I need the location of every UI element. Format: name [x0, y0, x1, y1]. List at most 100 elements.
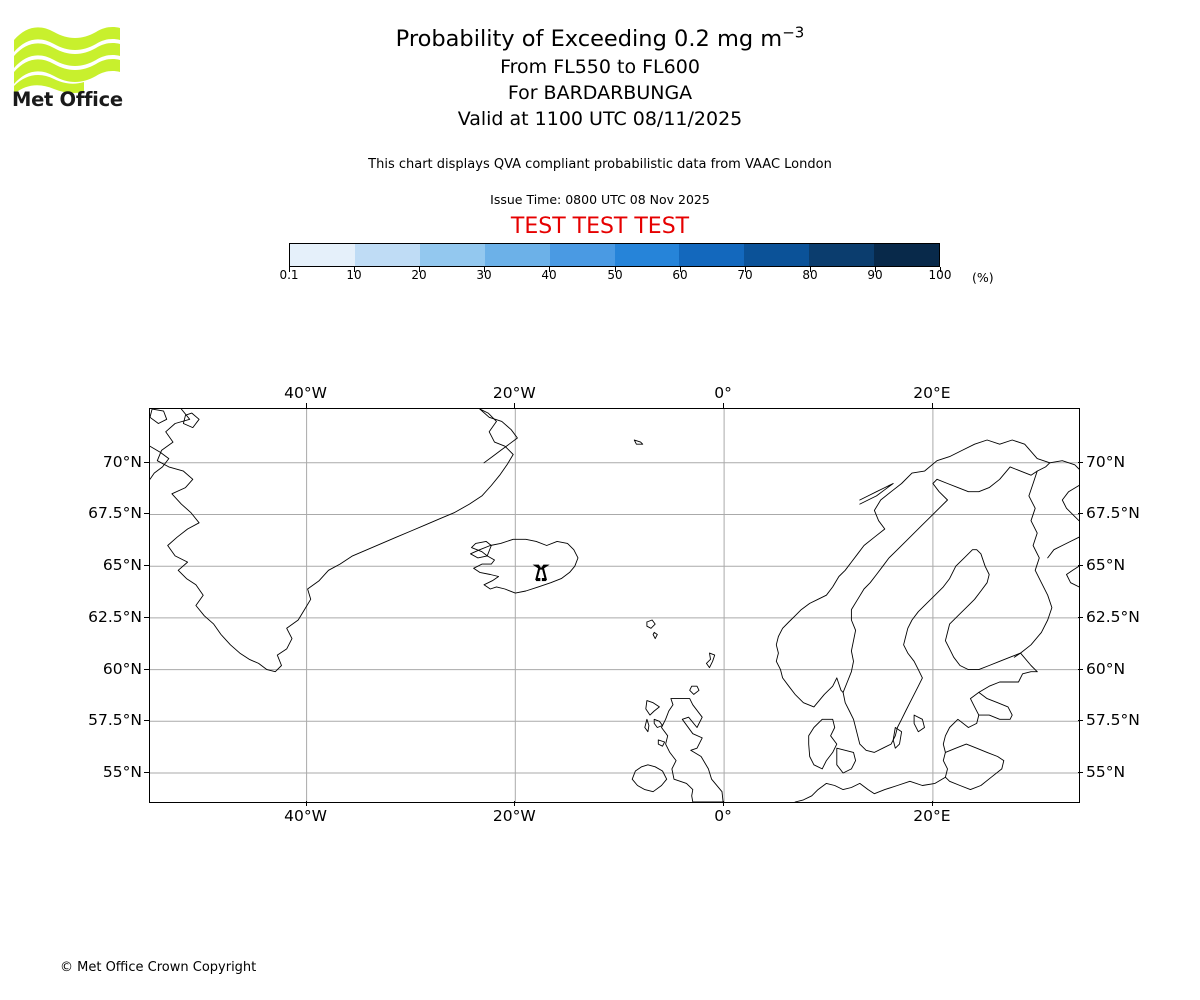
- coastline-skye: [653, 718, 663, 728]
- chart-note: This chart displays QVA compliant probab…: [368, 157, 832, 172]
- map-graphics: [150, 409, 1079, 802]
- y-axis-label-right-5: 57.5°N: [1086, 711, 1140, 730]
- y-axis-label-right-2: 65°N: [1086, 556, 1126, 575]
- coastline-iceland-nw: [471, 540, 492, 557]
- y-axis-label-left-1: 67.5°N: [88, 504, 142, 523]
- coastline-greenland-is1: [150, 409, 168, 424]
- y-axis-tickmark-r-0: [1078, 461, 1083, 463]
- x-axis-label-top-3: 20°E: [913, 384, 951, 402]
- x-axis-tickmark-0-0: [305, 403, 307, 408]
- colorbar-band-8: [809, 244, 875, 266]
- x-axis-tickmark-0-1: [514, 403, 516, 408]
- colorbar-band-0: [290, 244, 355, 266]
- x-axis-tickmark-1-3: [931, 801, 933, 806]
- y-axis-label-left-4: 60°N: [102, 659, 142, 678]
- coastline-russia-s: [1047, 536, 1079, 559]
- y-axis-tickmark-r-6: [1078, 772, 1083, 774]
- coastline-novaya-w: [1066, 565, 1079, 588]
- colorbar-tickmark-1: [354, 267, 355, 272]
- y-axis-tickmark-l-3: [144, 616, 149, 618]
- subtitle-flight-level: From FL550 to FL600: [500, 56, 700, 78]
- map-gridlines: [150, 409, 1079, 802]
- y-axis-label-right-6: 55°N: [1086, 763, 1126, 782]
- volcano-icon-body: [532, 564, 550, 581]
- y-axis-tickmark-r-1: [1078, 513, 1083, 515]
- colorbar-bands: [289, 243, 940, 267]
- y-axis-label-left-6: 55°N: [102, 763, 142, 782]
- colorbar-tick-label-4: 40: [541, 268, 557, 282]
- coastline-jan-mayen: [633, 439, 644, 445]
- y-axis-label-right-4: 60°N: [1086, 659, 1126, 678]
- colorbar-tick-label-3: 30: [476, 268, 492, 282]
- coastline-denmark: [808, 718, 838, 770]
- colorbar-tick-label-0: 0.1: [279, 268, 299, 282]
- issue-time: Issue Time: 0800 UTC 08 Nov 2025: [490, 192, 710, 207]
- coastline-hebrides2: [644, 718, 650, 733]
- coastline-estonia-border: [978, 691, 1013, 720]
- colorbar-band-9: [874, 244, 940, 266]
- coastline-sweden-east: [842, 549, 1038, 753]
- colorbar-tick-label-5: 50: [607, 268, 623, 282]
- met-office-logo-waves: [14, 27, 120, 94]
- colorbar-tickmark-2: [419, 267, 420, 272]
- x-axis-tickmark-1-0: [305, 801, 307, 806]
- y-axis-label-left-5: 57.5°N: [88, 711, 142, 730]
- colorbar-tickmark-7: [745, 267, 746, 272]
- coastline-faroe: [646, 619, 656, 629]
- colorbar-tick-label-6: 60: [672, 268, 688, 282]
- y-axis-tickmark-l-4: [144, 668, 149, 670]
- colorbar-tick-label-2: 20: [411, 268, 427, 282]
- colorbar-tickmark-10: [940, 267, 941, 272]
- y-axis-tickmark-r-5: [1078, 720, 1083, 722]
- colorbar-tickmark-3: [484, 267, 485, 272]
- colorbar-band-2: [419, 244, 485, 266]
- colorbar-tick-label-9: 90: [867, 268, 883, 282]
- coastline-latvia-lithuania-border: [944, 743, 1005, 791]
- colorbar-tickmark-6: [680, 267, 681, 272]
- coastline-iceland: [470, 538, 579, 594]
- coastline-oland: [892, 727, 903, 749]
- map-plot-area[interactable]: [149, 408, 1080, 803]
- colorbar-band-3: [484, 244, 550, 266]
- y-axis-label-right-3: 62.5°N: [1086, 607, 1140, 626]
- page-title-exponent: −3: [782, 23, 805, 42]
- coastline-norway-coast: [775, 439, 1051, 708]
- colorbar-band-4: [549, 244, 615, 266]
- coastline-hebrides: [645, 700, 660, 716]
- colorbar-tick-label-8: 80: [802, 268, 818, 282]
- subtitle-valid-time: Valid at 1100 UTC 08/11/2025: [457, 108, 743, 130]
- map-coastlines: [150, 409, 1079, 802]
- colorbar-tick-label-1: 10: [346, 268, 362, 282]
- coastline-sweden-norway-border: [842, 478, 948, 693]
- coastline-gotland: [913, 714, 925, 733]
- y-axis-tickmark-l-1: [144, 513, 149, 515]
- colorbar-tickmark-4: [549, 267, 550, 272]
- x-axis-label-top-1: 20°W: [492, 384, 536, 402]
- coastline-lofoten: [859, 483, 894, 505]
- colorbar-band-6: [679, 244, 745, 266]
- subtitle-volcano: For BARDARBUNGA: [507, 82, 693, 104]
- met-office-logo: [12, 22, 122, 114]
- coastline-kola-north: [1049, 460, 1079, 470]
- y-axis-tickmark-r-2: [1078, 565, 1083, 567]
- colorbar-tick-label-7: 70: [737, 268, 753, 282]
- page-title: Probability of Exceeding 0.2 mg m−3: [0, 24, 1200, 54]
- y-axis-tickmark-l-2: [144, 565, 149, 567]
- y-axis-label-left-0: 70°N: [102, 452, 142, 471]
- x-axis-tickmark-0-2: [723, 403, 725, 408]
- colorbar-tick-label-10: 100: [928, 268, 952, 282]
- colorbar-band-1: [354, 244, 420, 266]
- coastline-greenland-is2: [182, 412, 200, 429]
- volcano-icon-notch: [540, 578, 542, 582]
- colorbar-band-5: [614, 244, 680, 266]
- met-office-logo-text: Met Office: [12, 88, 123, 111]
- x-axis-tickmark-1-1: [514, 801, 516, 806]
- coastline-great-britain: [661, 698, 724, 802]
- coastline-denmark-isl: [836, 747, 857, 774]
- x-axis-label-bottom-3: 20°E: [913, 807, 951, 825]
- coastline-shetland: [705, 652, 716, 669]
- y-axis-tickmark-l-0: [144, 461, 149, 463]
- coastline-baltic-east: [942, 671, 1038, 778]
- y-axis-tickmark-r-3: [1078, 616, 1083, 618]
- coastline-mull: [657, 739, 666, 747]
